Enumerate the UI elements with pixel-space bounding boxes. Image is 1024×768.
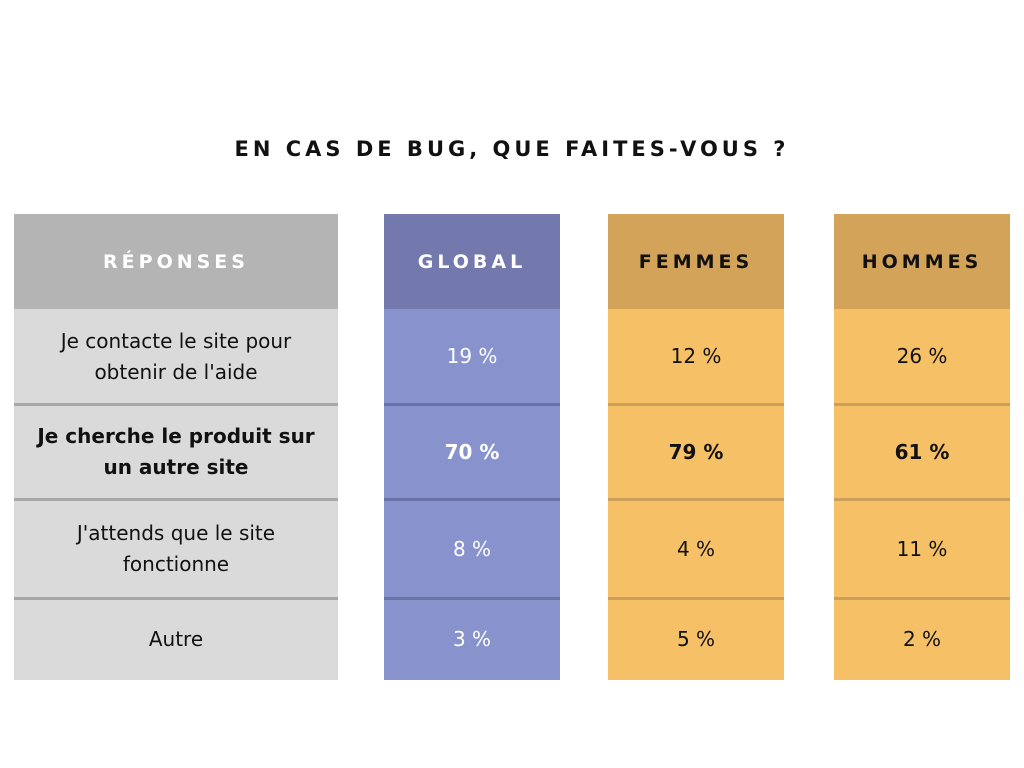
column-hommes: HOMMES 26 % 61 % 11 % 2 % (834, 214, 1010, 680)
header-femmes: FEMMES (608, 214, 784, 309)
header-reponses: RÉPONSES (14, 214, 338, 309)
hommes-value: 61 % (894, 439, 950, 464)
reponse-cell: Je contacte le site pour obtenir de l'ai… (60, 328, 292, 384)
global-value: 3 % (452, 626, 492, 651)
global-value: 70 % (444, 439, 500, 464)
hommes-value: 11 % (896, 536, 948, 561)
row-divider (14, 403, 338, 406)
row-divider (834, 403, 1010, 406)
femmes-value: 4 % (676, 536, 716, 561)
row-divider (14, 597, 338, 600)
header-hommes: HOMMES (834, 214, 1010, 309)
row-divider (608, 403, 784, 406)
femmes-value: 5 % (676, 626, 716, 651)
hommes-value: 2 % (902, 626, 942, 651)
row-divider (384, 403, 560, 406)
hommes-value: 26 % (896, 344, 948, 368)
femmes-value: 79 % (668, 439, 724, 464)
femmes-value: 12 % (670, 344, 722, 368)
row-divider (14, 498, 338, 501)
row-divider (834, 597, 1010, 600)
row-divider (608, 597, 784, 600)
global-value: 8 % (452, 536, 492, 561)
global-value: 19 % (446, 344, 498, 368)
chart-title: EN CAS DE BUG, QUE FAITES-VOUS ? (234, 137, 790, 161)
column-global: GLOBAL 19 % 70 % 8 % 3 % (384, 214, 560, 680)
row-divider (834, 498, 1010, 501)
header-global: GLOBAL (384, 214, 560, 309)
reponse-cell: J'attends que le site fonctionne (76, 521, 276, 576)
row-divider (384, 498, 560, 501)
reponse-cell: Je cherche le produit sur un autre site (37, 424, 315, 479)
reponse-cell: Autre (148, 626, 204, 651)
column-reponses: RÉPONSES Je contacte le site pour obteni… (14, 214, 338, 680)
row-divider (384, 597, 560, 600)
column-femmes: FEMMES 12 % 79 % 4 % 5 % (608, 214, 784, 680)
row-divider (608, 498, 784, 501)
